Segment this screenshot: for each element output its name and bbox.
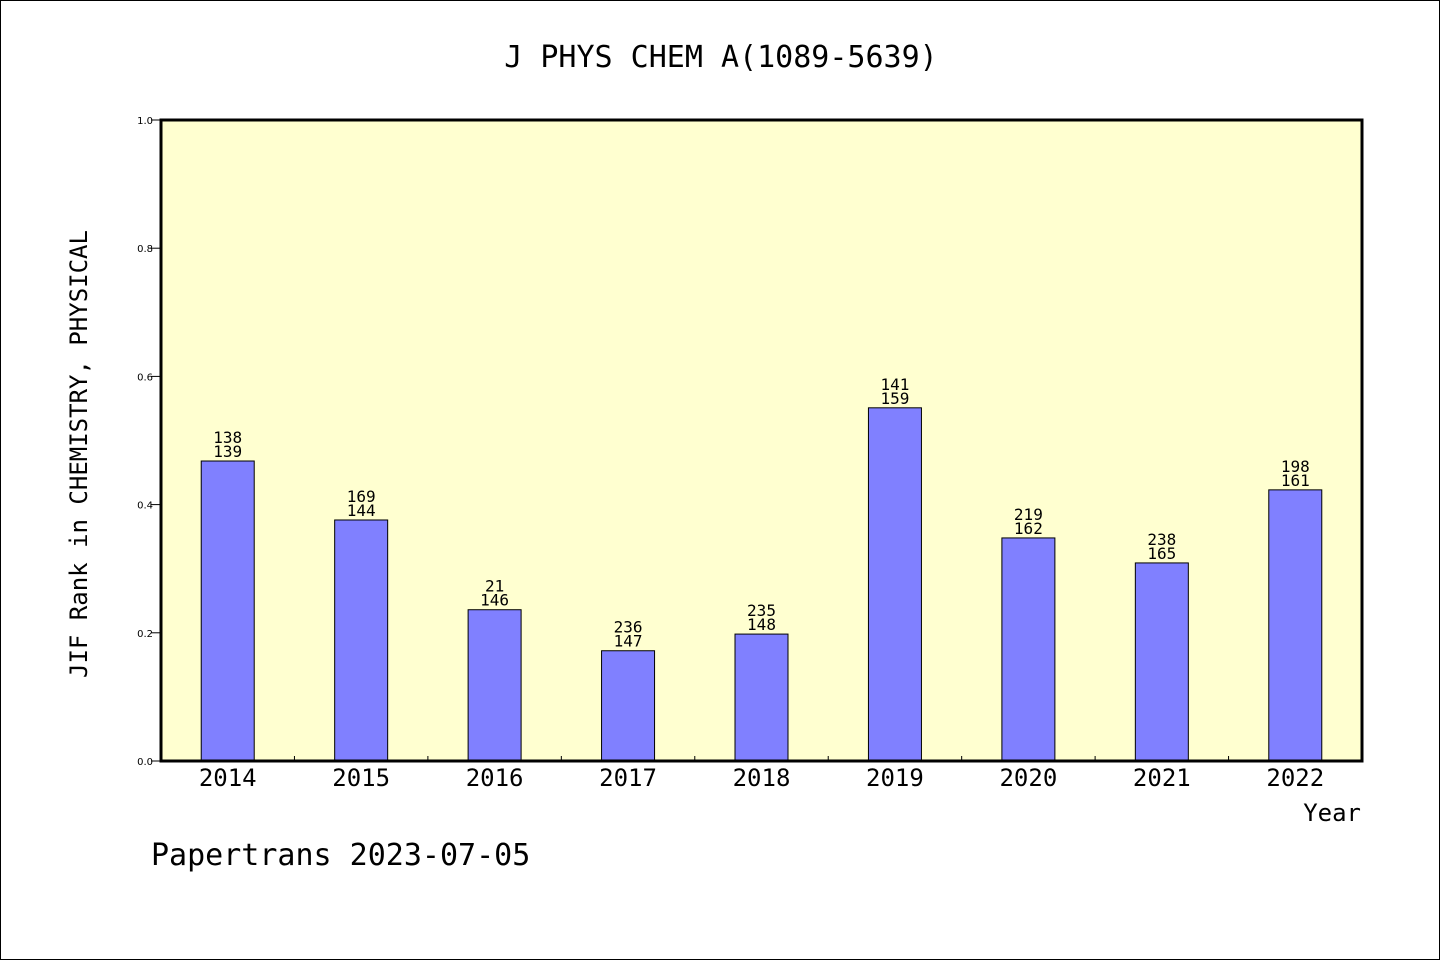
data-label-rank: 219 (1014, 505, 1043, 524)
x-tick-label: 2022 (1266, 764, 1324, 792)
data-label-total: 159 (880, 389, 909, 408)
chart-title: J PHYS CHEM A(1089-5639) (504, 40, 937, 75)
plot-border (159, 118, 1364, 763)
y-tick-label: 1.0 (137, 116, 153, 127)
data-label-total: 146 (480, 591, 509, 610)
data-label-total: 144 (347, 501, 376, 520)
bar-2017 (601, 650, 656, 762)
y-tick-label: 0.0 (137, 757, 153, 768)
x-tick-label: 2017 (599, 764, 657, 792)
y-tick-label: 0.6 (137, 372, 153, 383)
data-label-rank: 169 (347, 487, 376, 506)
x-tick-label: 2018 (733, 764, 791, 792)
y-tick-label: 0.4 (137, 501, 153, 512)
x-axis-label: Year (1303, 799, 1361, 827)
data-label-rank: 141 (880, 375, 909, 394)
data-label-rank: 235 (747, 601, 776, 620)
bar-2020 (1001, 537, 1056, 762)
bar-2021 (1134, 562, 1189, 762)
data-label-total: 139 (213, 442, 242, 461)
bar-2018 (734, 633, 789, 762)
y-axis-label: JIF Rank in CHEMISTRY, PHYSICAL (65, 230, 93, 678)
data-label-rank: 238 (1147, 530, 1176, 549)
data-label-rank: 138 (213, 428, 242, 447)
bar-series (200, 407, 1323, 762)
data-label-total: 165 (1147, 544, 1176, 563)
x-tick-label: 2016 (466, 764, 524, 792)
data-labels: 1381391691442114623614723514814115921916… (213, 375, 1309, 651)
data-label-total: 148 (747, 615, 776, 634)
data-label-total: 161 (1281, 471, 1310, 490)
x-axis: 2014 2015 2016 2017 2018 2019 2020 2021 2022 (199, 756, 1324, 792)
data-label-rank: 21 (485, 577, 504, 596)
bar-2015 (334, 519, 389, 762)
bar-2014 (200, 460, 255, 762)
data-label-total: 162 (1014, 519, 1043, 538)
data-label-total: 147 (614, 632, 643, 651)
data-label-rank: 236 (614, 618, 643, 637)
bar-2019 (867, 407, 922, 762)
x-tick-label: 2020 (999, 764, 1057, 792)
footer-credit: Papertrans 2023-07-05 (151, 838, 530, 873)
x-tick-label: 2015 (332, 764, 390, 792)
x-tick-label: 2014 (199, 764, 257, 792)
y-axis: 0.0 0.2 0.4 0.6 0.8 1.0 (137, 116, 161, 768)
bar-2016 (467, 609, 522, 762)
data-label-rank: 198 (1281, 457, 1310, 476)
y-tick-label: 0.8 (137, 244, 153, 255)
x-tick-label: 2021 (1133, 764, 1191, 792)
bar-2022 (1268, 489, 1323, 762)
x-tick-label: 2019 (866, 764, 924, 792)
y-tick-label: 0.2 (137, 629, 153, 640)
